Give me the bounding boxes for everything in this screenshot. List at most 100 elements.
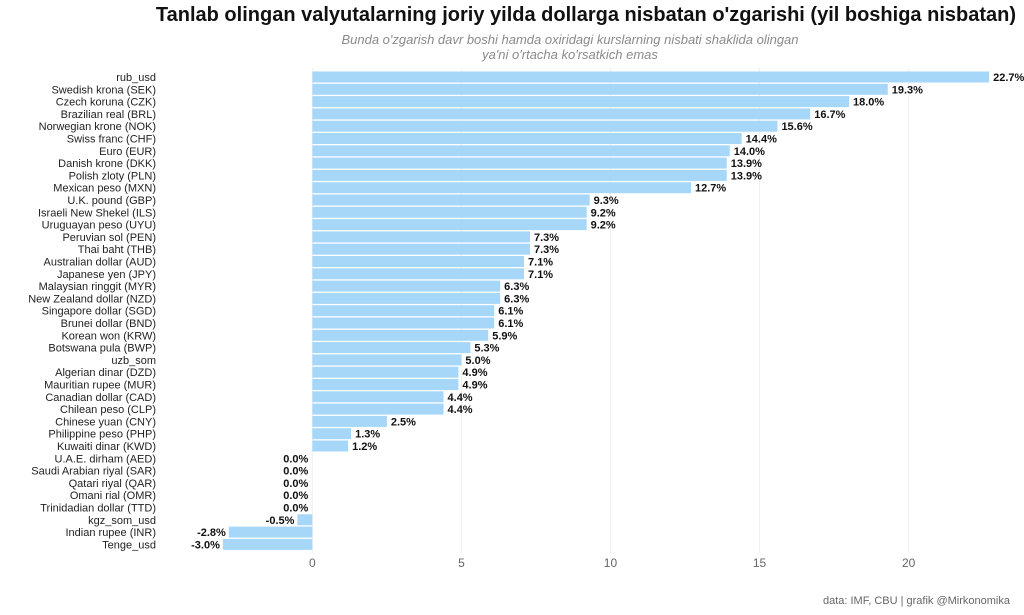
data-label: 12.7%: [695, 183, 726, 195]
x-tick-label: 5: [458, 556, 465, 570]
data-label: 0.0%: [283, 478, 308, 490]
bar: [312, 133, 742, 144]
bar: [312, 342, 471, 354]
data-label: 4.9%: [462, 367, 487, 379]
category-label: Kuwaiti dinar (KWD): [57, 441, 156, 453]
data-label: 9.2%: [591, 220, 616, 232]
category-label: Danish krone (DKK): [58, 158, 156, 170]
bar: [312, 231, 530, 243]
category-label: Norwegian krone (NOK): [39, 121, 156, 133]
category-label: Algerian dinar (DZD): [55, 367, 156, 379]
category-label: Qatari riyal (QAR): [69, 478, 156, 490]
category-label: Japanese yen (JPY): [57, 269, 156, 281]
bar: [312, 71, 990, 83]
bar: [312, 366, 459, 378]
category-label: Chinese yuan (CNY): [55, 416, 156, 428]
bar: [312, 83, 888, 95]
chart-title: Tanlab olingan valyutalarning joriy yild…: [155, 4, 1016, 26]
category-label: Chilean peso (CLP): [60, 404, 156, 416]
x-tick-label: 0: [309, 556, 316, 570]
bar: [312, 108, 811, 120]
data-label: 7.3%: [534, 244, 559, 256]
bar: [312, 206, 587, 218]
category-label: Swedish krona (SEK): [51, 84, 156, 96]
category-label: Mexican peso (MXN): [53, 183, 156, 195]
x-tick-label: 20: [902, 556, 916, 570]
data-label: 6.1%: [498, 318, 523, 330]
bar: [312, 280, 501, 292]
category-label: Philippine peso (PHP): [48, 429, 156, 441]
category-label: rub_usd: [116, 72, 156, 84]
category-label: kgz_som_usd: [88, 515, 156, 527]
data-label: 19.3%: [892, 84, 923, 96]
bar: [312, 96, 849, 108]
data-label: 6.3%: [504, 281, 529, 293]
data-label: 4.4%: [448, 404, 473, 416]
category-label: Malaysian ringgit (MYR): [39, 281, 156, 293]
data-label: 18.0%: [853, 97, 884, 109]
bar: [312, 243, 530, 255]
category-label: Korean won (KRW): [61, 330, 156, 342]
bar: [312, 219, 587, 231]
category-label: Czech koruna (CZK): [56, 97, 156, 109]
chart-caption: data: IMF, CBU | grafik @Mirkonomika: [822, 595, 1010, 607]
data-label: 4.4%: [448, 392, 473, 404]
x-tick-label: 15: [753, 556, 767, 570]
category-label: Mauritian rupee (MUR): [44, 380, 156, 392]
category-label: uzb_som: [111, 355, 156, 367]
category-label: Peruvian sol (PEN): [62, 232, 156, 244]
category-label: Polish zloty (PLN): [69, 170, 156, 182]
bar: [312, 379, 459, 390]
chart-subtitle-line-1: Bunda o'zgarish davr boshi hamda oxirida…: [341, 32, 799, 47]
category-label: Euro (EUR): [99, 146, 156, 158]
bar: [312, 317, 495, 329]
category-label: Saudi Arabian riyal (SAR): [31, 466, 156, 478]
data-label: 5.3%: [474, 343, 499, 355]
data-label: 9.3%: [594, 195, 619, 207]
bar: [312, 292, 501, 304]
bar: [312, 256, 525, 267]
category-label: U.A.E. dirham (AED): [55, 453, 156, 465]
bar: [312, 440, 349, 452]
bar: [312, 354, 462, 366]
bar: [312, 391, 444, 403]
data-label: 13.9%: [731, 158, 762, 170]
data-label: 7.1%: [528, 257, 553, 269]
bar: [312, 329, 489, 341]
bar: [312, 182, 691, 194]
bar: [312, 403, 444, 415]
data-label: 5.9%: [492, 330, 517, 342]
data-label: 0.0%: [283, 466, 308, 478]
bar: [312, 169, 727, 181]
data-label: 9.2%: [591, 207, 616, 219]
category-label: U.K. pound (GBP): [67, 195, 156, 207]
data-label: -0.5%: [266, 515, 295, 527]
bar: [228, 526, 313, 538]
category-label: New Zealand dollar (NZD): [28, 293, 156, 305]
data-label: 7.3%: [534, 232, 559, 244]
data-label: 1.2%: [352, 441, 377, 453]
category-label: Indian rupee (INR): [66, 527, 157, 539]
data-label: 0.0%: [283, 503, 308, 515]
category-label: Botswana pula (BWP): [48, 343, 156, 355]
data-label: 1.3%: [355, 429, 380, 441]
category-label: Brunei dollar (BND): [61, 318, 156, 330]
category-label: Canadian dollar (CAD): [45, 392, 156, 404]
bar: [312, 415, 387, 427]
category-label: Trinidadian dollar (TTD): [40, 503, 156, 515]
category-label: Swiss franc (CHF): [67, 134, 156, 146]
data-label: 0.0%: [283, 490, 308, 502]
category-label: Omani rial (OMR): [70, 490, 156, 502]
category-label: Singapore dollar (SGD): [42, 306, 156, 318]
data-label: 14.4%: [746, 134, 777, 146]
x-tick-label: 10: [604, 556, 618, 570]
chart-subtitle-line-2: ya'ni o'rtacha ko'rsatkich emas: [482, 47, 658, 62]
category-label: Israeli New Shekel (ILS): [38, 207, 156, 219]
data-label: 4.9%: [462, 380, 487, 392]
data-label: -2.8%: [197, 527, 226, 539]
data-label: 6.1%: [498, 306, 523, 318]
bar: [312, 305, 495, 317]
category-label: Uruguayan peso (UYU): [42, 220, 156, 232]
category-label: Brazilian real (BRL): [61, 109, 156, 121]
bar: [297, 514, 313, 526]
